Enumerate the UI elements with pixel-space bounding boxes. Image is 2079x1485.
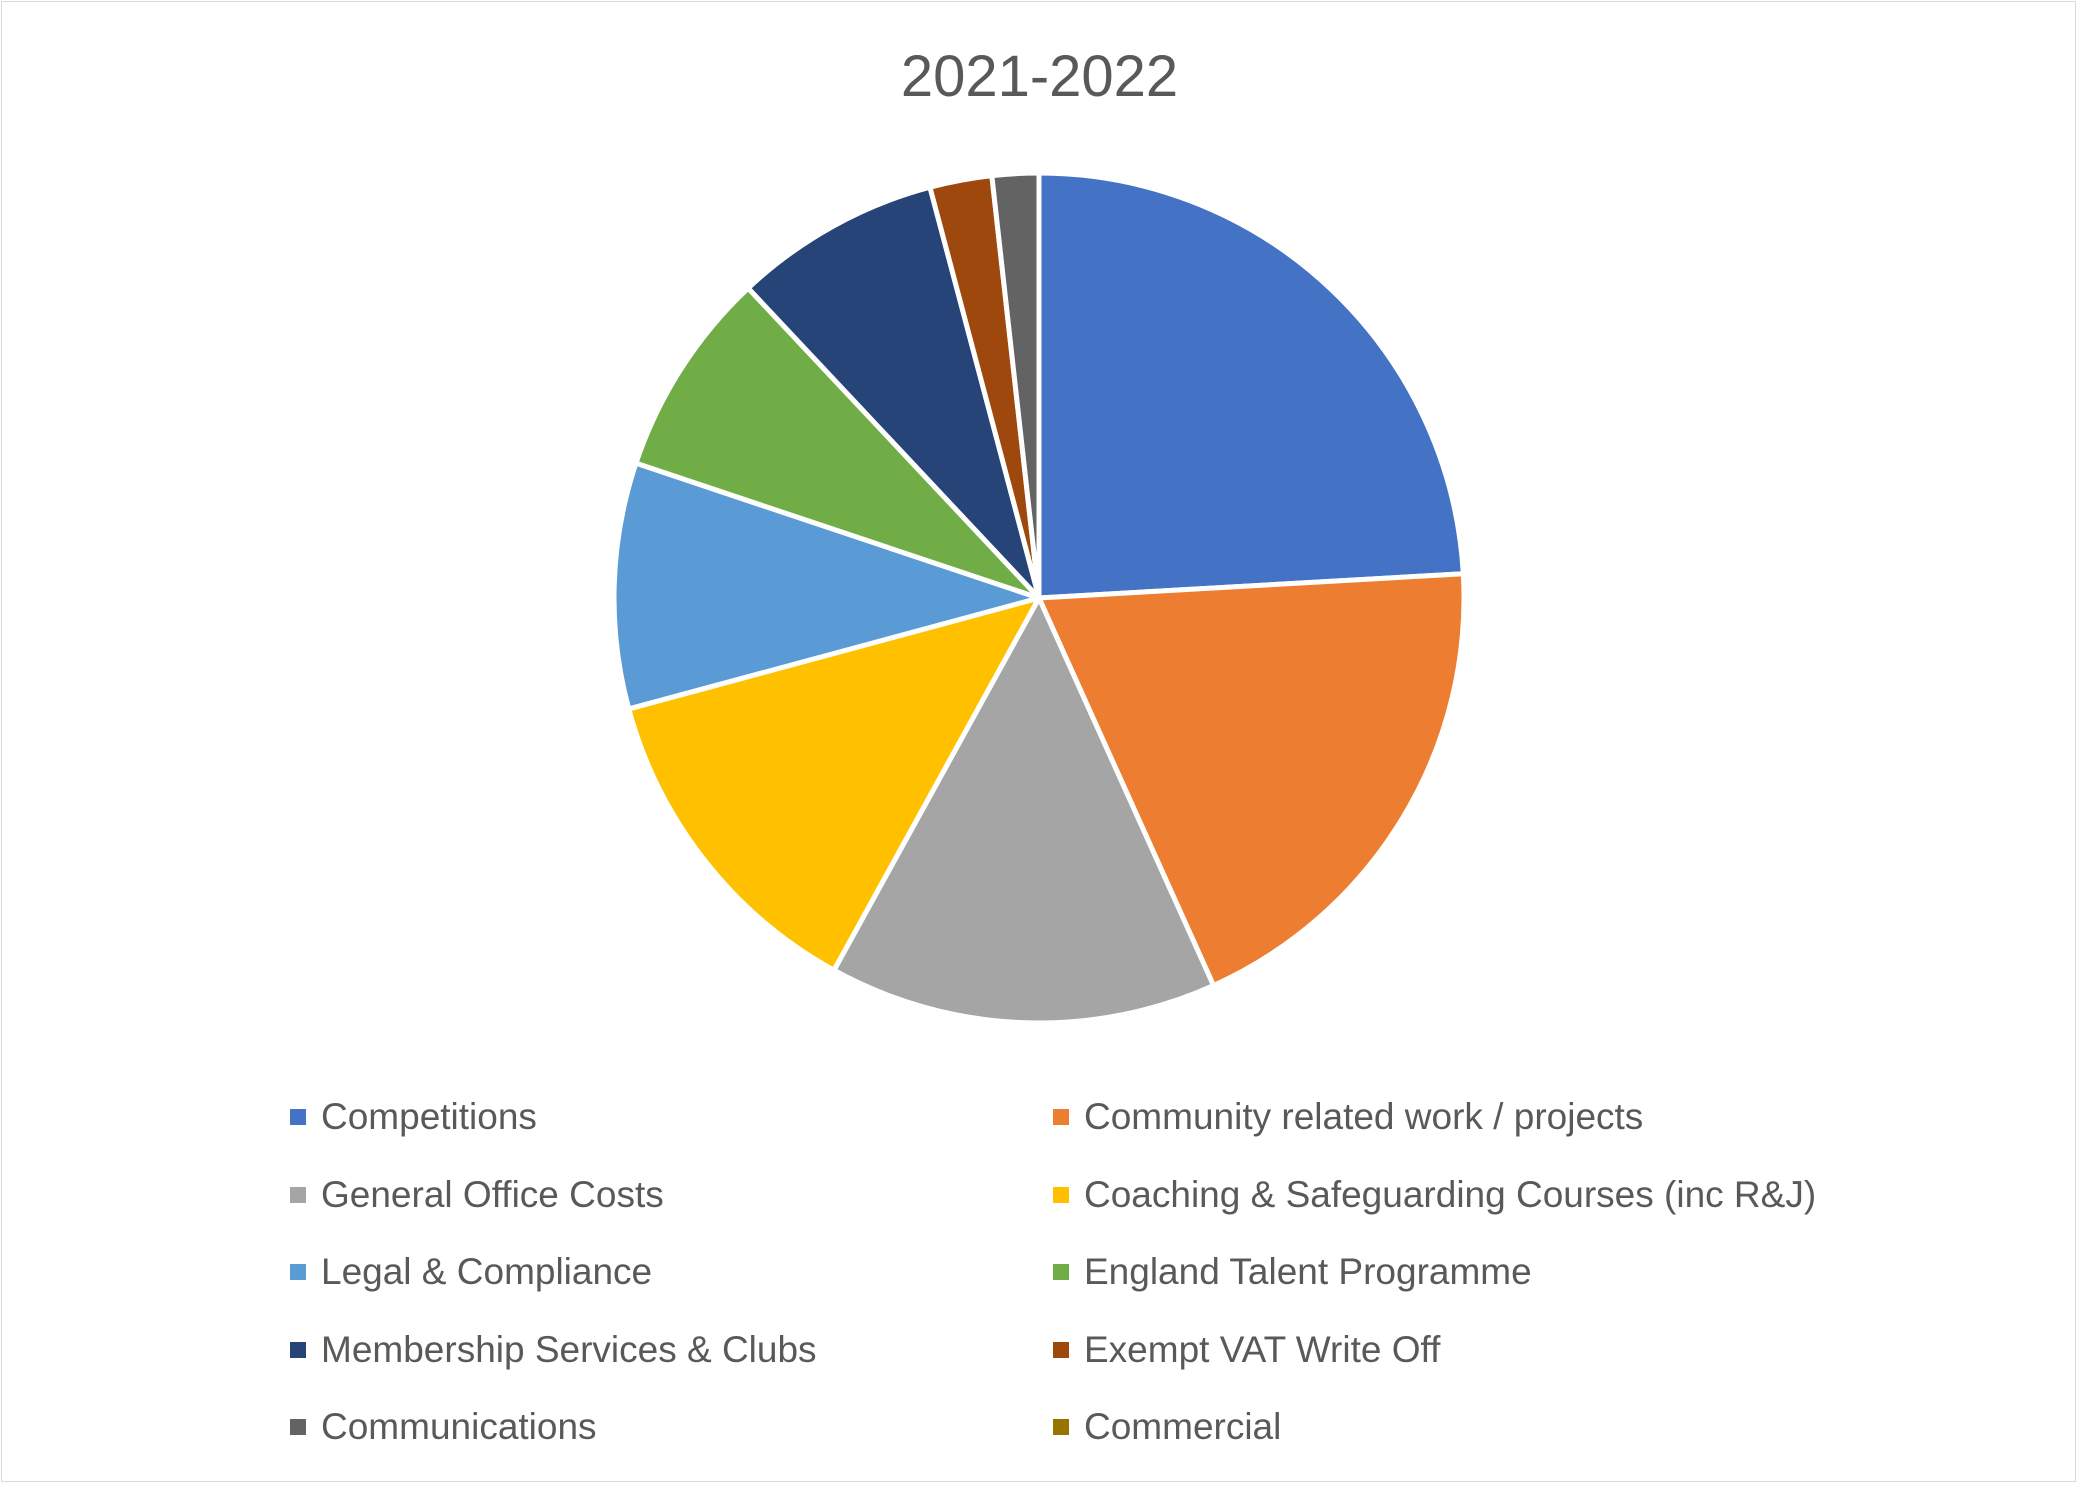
- pie-slice-6: [745, 184, 1042, 601]
- legend-item: Community related work / projects: [1053, 1082, 1853, 1152]
- legend-swatch: [1053, 1264, 1069, 1280]
- legend-label: Legal & Compliance: [321, 1251, 653, 1292]
- legend-label: Community related work / projects: [1084, 1096, 1644, 1137]
- legend-label: Coaching & Safeguarding Courses (inc R&J…: [1084, 1173, 1817, 1215]
- legend-label: General Office Costs: [321, 1173, 664, 1215]
- pie-slice-4: [611, 460, 1042, 712]
- legend-label: Membership Services & Clubs: [321, 1328, 817, 1370]
- chart-title: 2021-2022: [900, 44, 1179, 109]
- legend-item: Commercial: [1053, 1392, 1853, 1462]
- legend-item: Communications: [290, 1392, 1053, 1462]
- pie-slice-5: [633, 285, 1042, 601]
- pie-slice-3: [626, 595, 1042, 973]
- legend-swatch: [1053, 1419, 1069, 1435]
- legend-label: Exempt VAT Write Off: [1084, 1328, 1441, 1370]
- legend-item: England Talent Programme: [1053, 1237, 1853, 1307]
- legend-swatch: [290, 1109, 306, 1125]
- legend-item: Coaching & Safeguarding Courses (inc R&J…: [1053, 1160, 1853, 1230]
- legend-swatch: [290, 1186, 306, 1203]
- legend-swatch: [1053, 1186, 1069, 1203]
- chart-legend: Competitions Community related work / pro…: [290, 1082, 1890, 1470]
- legend-item: Membership Services & Clubs: [290, 1315, 1053, 1385]
- pie-slice-2: [831, 595, 1217, 1026]
- legend-label: Competitions: [321, 1096, 537, 1137]
- pie-slice-8: [989, 170, 1042, 601]
- legend-swatch: [1053, 1341, 1069, 1358]
- legend-item: General Office Costs: [290, 1160, 1053, 1230]
- pie-slices: [611, 170, 1467, 1026]
- legend-label: Communications: [321, 1406, 597, 1447]
- legend-swatch: [290, 1341, 306, 1358]
- legend-swatch: [290, 1419, 306, 1435]
- legend-label: Commercial: [1084, 1406, 1282, 1447]
- legend-item: Exempt VAT Write Off: [1053, 1315, 1853, 1385]
- legend-label: England Talent Programme: [1084, 1251, 1532, 1292]
- legend-swatch: [1053, 1109, 1069, 1125]
- legend-item: Legal & Compliance: [290, 1237, 1053, 1307]
- legend-item: Competitions: [290, 1082, 1053, 1152]
- legend-swatch: [290, 1264, 306, 1280]
- pie-slice-1: [1036, 571, 1467, 989]
- pie-slice-0: [1036, 170, 1466, 601]
